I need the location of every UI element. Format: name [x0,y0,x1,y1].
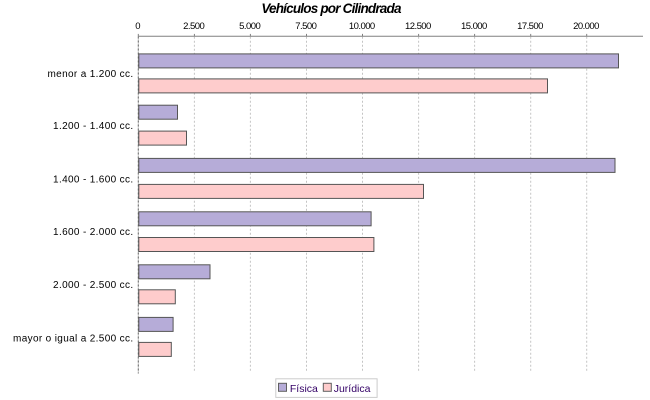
svg-text:mayor o igual a 2.500 cc.: mayor o igual a 2.500 cc. [13,333,133,344]
svg-text:2.000 - 2.500 cc.: 2.000 - 2.500 cc. [53,280,133,291]
svg-text:12.500: 12.500 [405,21,431,32]
svg-text:Física: Física [290,383,318,395]
svg-text:Vehículos por Cilindrada: Vehículos por Cilindrada [261,1,402,16]
svg-text:20.000: 20.000 [573,21,599,32]
svg-text:Jurídica: Jurídica [334,383,371,395]
svg-text:17.500: 17.500 [517,21,543,32]
svg-text:0: 0 [135,21,140,32]
svg-text:10.000: 10.000 [349,21,375,32]
svg-text:15.000: 15.000 [461,21,487,32]
svg-text:2.500: 2.500 [183,21,204,32]
svg-text:1.600 - 2.000 cc.: 1.600 - 2.000 cc. [53,227,133,238]
svg-text:1.400 - 1.600 cc.: 1.400 - 1.600 cc. [53,174,133,185]
svg-text:7.500: 7.500 [295,21,316,32]
svg-text:menor a 1.200 cc.: menor a 1.200 cc. [48,69,134,80]
svg-text:5.000: 5.000 [239,21,260,32]
svg-text:1.200 - 1.400 cc.: 1.200 - 1.400 cc. [53,121,133,132]
